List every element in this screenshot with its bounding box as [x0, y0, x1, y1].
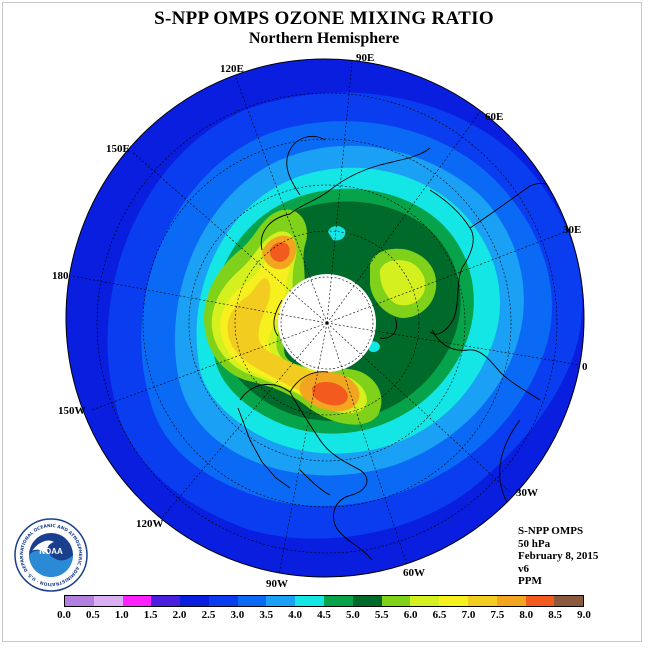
map-boundary [65, 58, 585, 578]
colorbar-tick-label: 7.5 [490, 609, 505, 621]
lon-label-120e: 120E [220, 63, 244, 75]
colorbar-tick-label: 2.0 [172, 609, 187, 621]
colorbar-segment [180, 596, 209, 606]
colorbar-segment [410, 596, 440, 606]
colorbar-tick-label: 4.0 [288, 609, 302, 621]
colorbar-ticks: 0.0 0.5 1.0 1.5 2.0 2.5 3.0 3.5 4.0 4.5 5.0 5.5 6.0 6… [57, 609, 591, 623]
lon-label-90e: 90E [356, 52, 374, 64]
lon-label-150e: 150E [106, 143, 130, 155]
contour-6-0-asia [379, 260, 426, 306]
colorbar-tick-label: 3.0 [230, 609, 245, 621]
logo-text: NOAA [39, 547, 63, 556]
colorbar-tick-label: 5.5 [374, 609, 389, 621]
lon-label-30e: 30E [563, 224, 581, 236]
lon-label-60e: 60E [485, 111, 503, 123]
colorbar-segment [496, 596, 526, 606]
colorbar-tick-label: 0.5 [86, 609, 100, 621]
colorbar-tick-label: 4.5 [317, 609, 331, 621]
colorbar-segment [324, 596, 353, 606]
map-subtitle: Northern Hemisphere [248, 30, 400, 47]
lon-label-90w: 90W [266, 578, 288, 590]
colorbar-segment [467, 596, 497, 606]
colorbar-tick-label: 3.5 [259, 609, 274, 621]
colorbar-tick-label: 6.0 [403, 609, 418, 621]
contour-6-5 [220, 251, 353, 406]
info-instrument: S-NPP OMPS [518, 525, 584, 537]
info-version: v6 [518, 562, 529, 575]
info-units: PPM [518, 575, 542, 587]
lon-label-120w: 120W [136, 518, 164, 530]
coastlines [237, 136, 571, 561]
info-level: 50 hPa [518, 537, 551, 550]
lon-label-0: 0 [582, 361, 588, 373]
colorbar-segment [381, 596, 411, 606]
graticule [71, 62, 581, 577]
colorbar-tick-label: 5.0 [346, 609, 360, 621]
colorbar-tick-label: 9.0 [577, 609, 591, 621]
ozone-field [66, 59, 584, 577]
colorbar [64, 595, 584, 607]
colorbar-tick-label: 6.5 [432, 609, 447, 621]
map-title: S-NPP OMPS OZONE MIXING RATIO [154, 8, 494, 29]
colorbar-segment [93, 596, 123, 606]
colorbar-segment [65, 596, 94, 606]
contour-4-0-patch [328, 226, 346, 241]
lon-label-60w: 60W [403, 567, 425, 579]
noaa-logo: NATIONAL OCEANIC AND ATMOSPHERIC ADMINIS… [14, 518, 88, 592]
contour-8-0-atlantic [312, 381, 348, 406]
colorbar-segment [237, 596, 267, 606]
colorbar-tick-label: 8.5 [548, 609, 562, 621]
colorbar-tick-label: 0.0 [57, 609, 71, 621]
contour-7-0 [227, 278, 337, 398]
map-info-block: S-NPP OMPS 50 hPa February 8, 2015 v6 PP… [518, 525, 598, 588]
colorbar-tick-label: 1.0 [114, 609, 129, 621]
colorbar-segment [266, 596, 296, 606]
colorbar-segment [295, 596, 325, 606]
colorbar-segment [554, 596, 584, 606]
colorbar-segment [352, 596, 382, 606]
lon-label-30w: 30W [516, 487, 538, 499]
colorbar-segment [525, 596, 555, 606]
colorbar-segment [208, 596, 238, 606]
colorbar-segment [151, 596, 181, 606]
colorbar-segment [122, 596, 152, 606]
lon-label-180: 180 [52, 270, 69, 282]
lon-label-150w: 150W [58, 405, 86, 417]
colorbar-tick-label: 1.5 [143, 609, 158, 621]
info-date: February 8, 2015 [518, 550, 599, 562]
colorbar-tick-label: 8.0 [519, 609, 534, 621]
colorbar-tick-label: 7.0 [461, 609, 476, 621]
colorbar-tick-label: 2.5 [201, 609, 216, 621]
colorbar-segment [439, 596, 468, 606]
